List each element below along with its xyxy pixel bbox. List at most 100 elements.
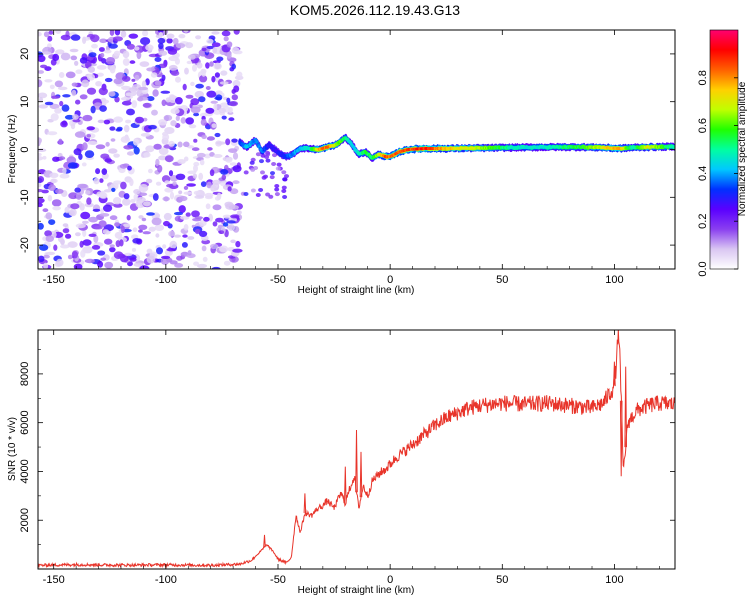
spectrogram-noise-blob xyxy=(201,70,206,77)
spectrogram-noise-blob xyxy=(53,244,58,251)
snr-spike xyxy=(359,451,363,498)
spectrogram-noise-blob xyxy=(130,198,136,203)
spectrogram-noise-blob xyxy=(96,72,104,77)
spectrogram-noise-blob xyxy=(98,87,108,96)
spectrogram-noise-blob xyxy=(103,189,112,193)
spectrogram-noise-blob xyxy=(71,251,78,259)
spectrogram-noise-blob xyxy=(38,222,44,230)
spectrogram-noise-blob xyxy=(191,210,200,218)
spectrogram-noise-blob xyxy=(233,30,240,35)
spectrogram-noise-blob xyxy=(187,54,196,60)
spectrogram-noise-blob xyxy=(38,79,43,88)
spectrogram-noise-blob xyxy=(145,178,153,184)
spectrogram-noise-blob xyxy=(146,67,156,72)
spectrogram-noise-blob xyxy=(182,83,187,91)
spectrogram-noise-blob xyxy=(48,219,56,226)
spectrogram-noise-blob xyxy=(207,147,213,151)
spectrogram-noise-blob xyxy=(95,144,106,150)
spectrogram-noise-blob xyxy=(228,148,238,154)
spectrogram-noise-blob xyxy=(108,43,118,49)
spectrogram-noise-blob xyxy=(221,30,231,37)
spectrogram-noise-blob xyxy=(54,107,62,114)
spectrogram-noise-blob xyxy=(74,131,86,138)
spectrogram-noise-blob xyxy=(79,94,88,100)
spectrogram-noise-blob xyxy=(193,138,198,143)
spectrogram-noise-blob xyxy=(155,158,160,167)
spectrogram-noise-blob xyxy=(82,220,89,224)
spectrogram-noise-blob xyxy=(42,208,49,213)
spectrogram-noise-blob xyxy=(261,175,267,180)
spectrogram-noise-blob xyxy=(120,30,127,38)
spectrogram-noise-blob xyxy=(161,74,166,82)
spectrogram-noise-blob xyxy=(39,244,49,251)
spectrogram-noise-blob xyxy=(81,79,90,88)
spectrogram-noise-blob xyxy=(169,240,178,249)
spectrogram-noise-blob xyxy=(73,148,82,156)
spectrogram-noise-blob xyxy=(99,38,108,44)
spectrogram-noise-blob xyxy=(212,204,222,211)
spectrogram-noise-blob xyxy=(89,62,97,67)
spectrogram-noise-blob xyxy=(157,164,163,173)
spectrogram-noise-blob xyxy=(135,200,146,209)
spectrogram-noise-blob xyxy=(158,50,168,56)
spectrogram-noise-blob xyxy=(146,248,153,254)
spectrogram-noise-blob xyxy=(60,121,68,128)
spectrogram-noise-blob xyxy=(198,172,204,181)
spectrogram-noise-blob xyxy=(227,186,232,192)
spectrogram-noise-blob xyxy=(121,75,131,82)
snr-y-tick-label: 6000 xyxy=(19,410,31,434)
spectrogram-noise-blob xyxy=(162,30,169,35)
spectrogram-noise-blob xyxy=(157,30,164,33)
spectrogram-noise-blob xyxy=(196,263,208,269)
spectrogram-noise-blob xyxy=(50,178,58,184)
spectrogram-noise-blob xyxy=(170,70,180,76)
spectrogram-noise-blob xyxy=(220,70,228,76)
spectrogram-noise-blob xyxy=(188,124,197,129)
snr-spike xyxy=(624,366,627,448)
spectrogram-noise-blob xyxy=(276,162,282,167)
spectrogram-noise-blob xyxy=(204,153,211,159)
spectrogram-noise-blob xyxy=(114,30,121,36)
spectrogram-noise-blob xyxy=(281,189,287,193)
spectrogram-noise-blob xyxy=(226,220,236,224)
spectrogram-noise-blob xyxy=(98,220,107,228)
spectrogram-noise-blob xyxy=(205,203,211,210)
spectrogram-noise-blob xyxy=(255,193,261,197)
spectrogram-noise-blob xyxy=(213,154,223,158)
spectrogram-noise-blob xyxy=(180,117,186,124)
spectrogram-noise-blob xyxy=(212,179,221,186)
colorbar-tick-label: 0.6 xyxy=(697,118,709,133)
spectrogram-noise-blob xyxy=(194,195,205,199)
spectrogram-noise-blob xyxy=(184,67,189,75)
spectrogram-noise-blob xyxy=(200,181,207,188)
spectrogram-noise-blob xyxy=(226,51,232,59)
spectrogram-x-axis: -150 -100 -50 0 50 100 xyxy=(43,30,660,286)
spectrogram-noise-blob xyxy=(44,79,53,83)
spectrogram-noise-blob xyxy=(43,31,50,38)
spectrogram-noise-blob xyxy=(131,247,137,252)
colorbar-tick-label: 0.4 xyxy=(697,166,709,181)
spectrogram-signal-track xyxy=(238,133,675,162)
spectrogram-noise-blob xyxy=(154,57,162,62)
spectrogram-noise-blob xyxy=(38,197,45,204)
spectrogram-noise-blob xyxy=(71,82,78,87)
spectrogram-noise-blob xyxy=(135,116,144,124)
spectrogram-noise-blob xyxy=(85,190,91,195)
spectrogram-noise-blob xyxy=(47,195,53,202)
spectrogram-noise-blob xyxy=(232,165,242,173)
spectrogram-noise-blob xyxy=(70,34,81,41)
spectrogram-noise-blob xyxy=(100,192,108,199)
spectrogram-noise-blob xyxy=(201,47,207,52)
spectrogram-noise-blob xyxy=(219,102,230,108)
spectrogram-noise-blob xyxy=(70,55,78,61)
spectrogram-noise-blob xyxy=(138,229,143,233)
colorbar: 0.0 0.2 0.4 0.6 0.8 Normalized spectral ampl… xyxy=(697,29,748,277)
spectrogram-noise-blob xyxy=(231,94,238,101)
spectrogram-noise-blob xyxy=(104,77,113,83)
spectrogram-noise-blob xyxy=(127,165,132,171)
spectrogram-noise-blob xyxy=(225,157,233,163)
spectrogram-noise-blob xyxy=(104,261,114,269)
spectrogram-noise-blob xyxy=(229,162,237,166)
spectrogram-noise-blob xyxy=(79,203,85,211)
